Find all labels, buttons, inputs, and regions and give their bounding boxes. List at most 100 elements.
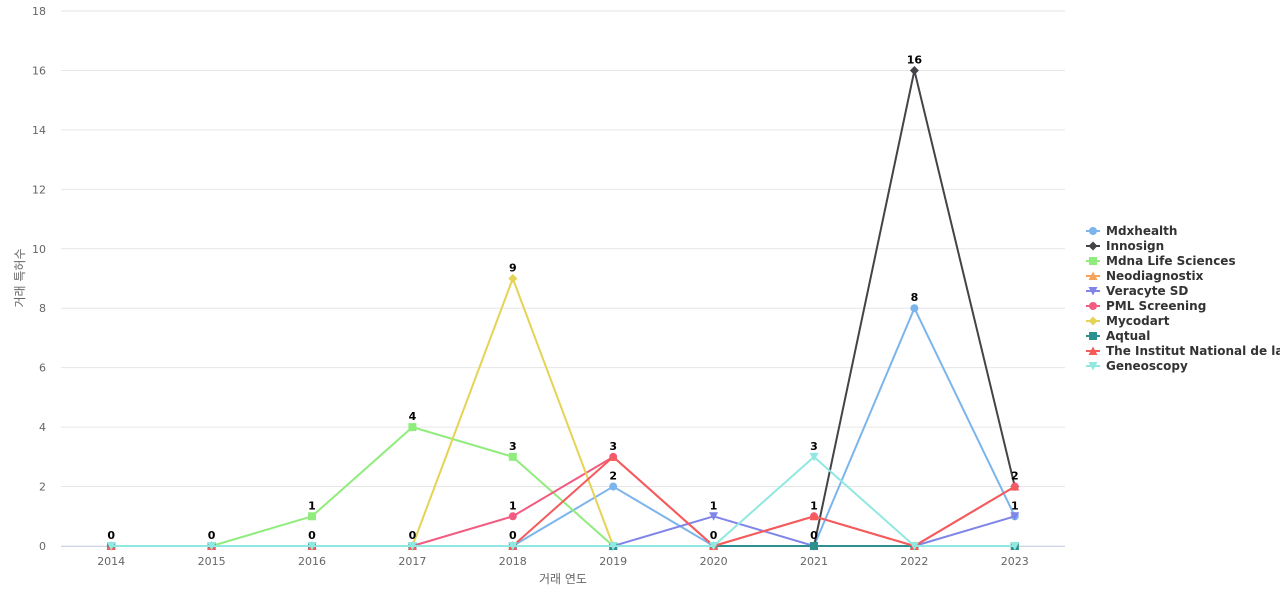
data-label: 1 xyxy=(509,499,517,512)
legend-marker xyxy=(1088,271,1098,280)
y-tick-label: 0 xyxy=(39,540,46,553)
x-tick-label: 2020 xyxy=(700,555,728,568)
data-point xyxy=(810,542,818,550)
data-labels: 0 0 0 0 0 2 0 0 8 1 16 2 1 4 3 1 1 3 1 9 3 xyxy=(107,53,1018,542)
legend-item[interactable]: Innosign xyxy=(1086,239,1164,253)
data-point xyxy=(407,542,417,551)
data-point xyxy=(910,304,919,313)
series-line xyxy=(111,455,1016,547)
legend-label: Innosign xyxy=(1106,239,1164,253)
legend-item[interactable]: PML Screening xyxy=(1086,299,1206,313)
x-tick-label: 2023 xyxy=(1001,555,1029,568)
x-tick-label: 2017 xyxy=(398,555,426,568)
legend-label: Mdxhealth xyxy=(1106,224,1177,238)
y-tick-label: 14 xyxy=(32,124,46,137)
legend-item[interactable]: Mdxhealth xyxy=(1086,224,1177,238)
legend-label: Neodiagnostix xyxy=(1106,269,1204,283)
y-axis-title: 거래 특허수 xyxy=(13,248,27,307)
data-point xyxy=(1010,482,1020,491)
data-point xyxy=(307,542,317,551)
data-label: 8 xyxy=(911,291,919,304)
y-tick-label: 12 xyxy=(32,183,46,196)
data-label: 1 xyxy=(710,499,718,512)
series-mycodart[interactable] xyxy=(106,274,1020,551)
data-label: 0 xyxy=(509,529,517,542)
legend-label: The Institut National de la... xyxy=(1106,344,1280,358)
legend-item[interactable]: Mycodart xyxy=(1086,314,1170,328)
x-axis-title: 거래 연도 xyxy=(539,572,587,586)
legend-item[interactable]: Veracyte SD xyxy=(1086,284,1188,298)
legend-label: Veracyte SD xyxy=(1106,284,1188,298)
data-point xyxy=(508,542,518,551)
x-tick-label: 2014 xyxy=(97,555,125,568)
legend-item[interactable]: Aqtual xyxy=(1086,329,1150,343)
data-label: 1 xyxy=(1011,499,1019,512)
data-point xyxy=(508,274,518,283)
legend-label: Mdna Life Sciences xyxy=(1106,254,1236,268)
legend-label: PML Screening xyxy=(1106,299,1206,313)
series-line xyxy=(111,515,1016,547)
legend-marker xyxy=(1088,241,1098,251)
legend-marker xyxy=(1089,257,1097,265)
series-geneoscopy[interactable] xyxy=(106,452,1020,551)
data-point xyxy=(809,511,819,521)
data-label: 0 xyxy=(710,529,718,542)
data-label: 1 xyxy=(308,499,316,512)
data-point xyxy=(1010,542,1020,551)
data-label: 3 xyxy=(609,440,617,453)
data-point xyxy=(909,65,919,75)
data-point xyxy=(809,452,819,462)
legend-item[interactable]: The Institut National de la... xyxy=(1086,344,1280,358)
data-label: 2 xyxy=(609,470,617,483)
data-label: 0 xyxy=(308,529,316,542)
legend-item[interactable]: Mdna Life Sciences xyxy=(1086,254,1236,268)
series-lines xyxy=(106,65,1020,551)
y-axis-ticks: 0 2 4 6 8 10 12 14 16 18 xyxy=(32,5,46,553)
legend-item[interactable]: Neodiagnostix xyxy=(1086,269,1204,283)
data-label: 0 xyxy=(409,529,417,542)
legend-marker xyxy=(1088,287,1098,296)
y-tick-label: 16 xyxy=(32,64,46,77)
y-tick-label: 10 xyxy=(32,243,46,256)
series-line xyxy=(111,455,1015,547)
y-tick-label: 4 xyxy=(39,421,46,434)
data-point xyxy=(709,512,719,521)
x-tick-label: 2018 xyxy=(499,555,527,568)
legend-marker xyxy=(1089,332,1097,340)
legend-item[interactable]: Geneoscopy xyxy=(1086,359,1188,373)
data-label: 4 xyxy=(409,410,417,423)
data-label: 16 xyxy=(907,53,923,66)
x-tick-label: 2022 xyxy=(900,555,928,568)
data-point xyxy=(1010,512,1020,521)
data-point xyxy=(508,512,517,521)
legend-label: Mycodart xyxy=(1106,314,1170,328)
data-label: 1 xyxy=(810,499,818,512)
x-tick-label: 2021 xyxy=(800,555,828,568)
data-label: 0 xyxy=(810,529,818,542)
series-the-institut-national-de-la[interactable] xyxy=(106,452,1020,550)
x-tick-label: 2016 xyxy=(298,555,326,568)
data-label: 0 xyxy=(107,529,115,542)
x-tick-label: 2015 xyxy=(198,555,226,568)
y-tick-label: 8 xyxy=(39,302,46,315)
data-point xyxy=(609,482,618,491)
x-tick-label: 2019 xyxy=(599,555,627,568)
data-label: 9 xyxy=(509,262,517,275)
data-point xyxy=(909,542,919,551)
legend-marker xyxy=(1088,346,1098,355)
legend-marker xyxy=(1089,227,1097,235)
data-point xyxy=(608,452,618,461)
y-tick-label: 18 xyxy=(32,5,46,18)
data-point xyxy=(709,542,719,551)
data-point xyxy=(508,452,517,461)
legend-label: Geneoscopy xyxy=(1106,359,1188,373)
legend-marker xyxy=(1089,302,1097,310)
data-point xyxy=(207,542,217,551)
data-point xyxy=(106,542,116,551)
data-label: 3 xyxy=(509,440,517,453)
data-label: 2 xyxy=(1011,470,1019,483)
data-point xyxy=(308,512,316,521)
